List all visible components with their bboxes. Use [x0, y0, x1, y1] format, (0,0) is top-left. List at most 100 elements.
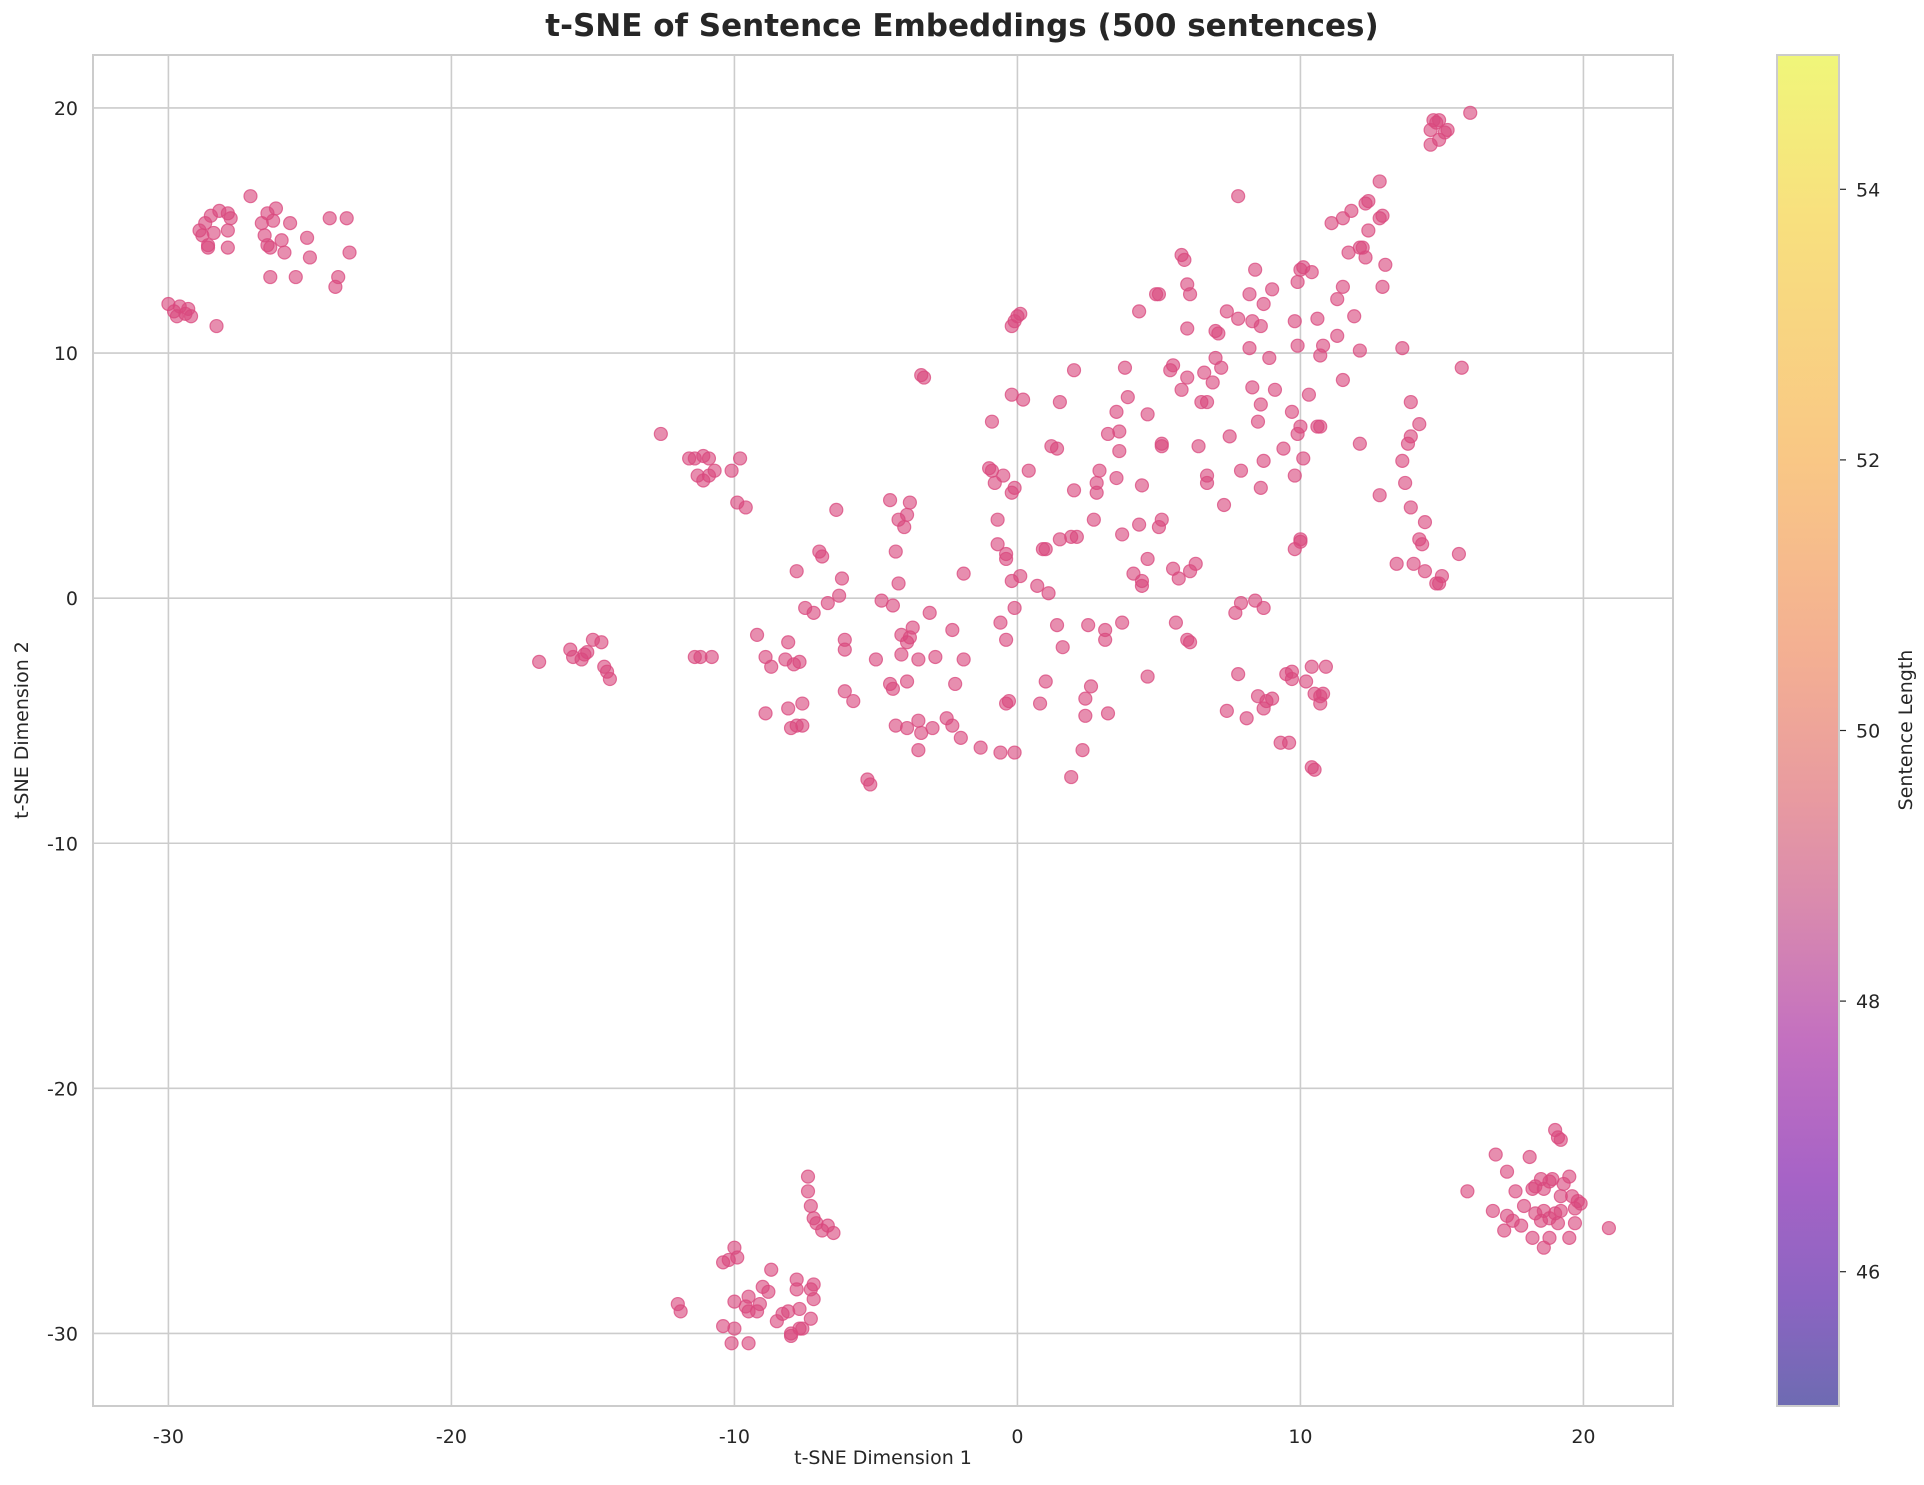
data-point — [716, 1255, 731, 1270]
x-tick-label: -20 — [436, 1426, 467, 1448]
data-point — [1485, 1203, 1500, 1219]
data-point — [1284, 404, 1300, 419]
data-point — [1293, 419, 1308, 434]
data-point — [1536, 1240, 1551, 1255]
colorbar-ticks: 46 48 50 52 54 — [1840, 179, 1880, 1284]
data-point — [925, 720, 940, 736]
data-point — [1395, 453, 1410, 468]
data-point — [1109, 470, 1124, 486]
data-point — [832, 588, 847, 603]
data-point — [673, 1304, 688, 1319]
data-point — [653, 426, 668, 442]
data-point — [1140, 669, 1155, 684]
data-point — [1415, 537, 1430, 552]
data-point — [1117, 360, 1133, 375]
data-point — [1553, 1203, 1568, 1219]
data-point — [1522, 1149, 1537, 1165]
x-axis-label: t-SNE Dimension 1 — [794, 1447, 972, 1469]
data-point — [1078, 691, 1093, 706]
y-tick-label: -20 — [47, 1078, 78, 1100]
data-point — [1293, 532, 1308, 547]
data-point — [749, 627, 765, 643]
data-point — [1253, 397, 1268, 412]
data-point — [1182, 635, 1198, 650]
data-point — [532, 654, 547, 669]
data-point — [984, 414, 1000, 429]
data-point — [1233, 595, 1249, 611]
data-point — [1089, 475, 1104, 491]
data-point — [1398, 475, 1413, 491]
y-axis-ticks: 20 10 0 -10 -20 -30 — [47, 98, 78, 1346]
data-point — [899, 507, 915, 522]
data-point — [1098, 632, 1113, 647]
data-point — [322, 211, 337, 226]
data-point — [945, 622, 960, 638]
data-point — [1403, 500, 1418, 515]
y-axis-label: t-SNE Dimension 2 — [11, 641, 33, 819]
data-point — [1140, 407, 1155, 422]
data-point — [1412, 417, 1427, 432]
data-point — [1488, 1147, 1503, 1162]
data-point — [1199, 475, 1215, 491]
data-point — [263, 269, 278, 285]
data-point — [724, 1336, 739, 1351]
y-tick-label: -10 — [47, 833, 78, 855]
data-point — [758, 706, 773, 721]
data-point — [1115, 615, 1130, 630]
data-point — [268, 201, 284, 216]
data-point — [1140, 551, 1155, 567]
data-point — [1066, 483, 1082, 498]
data-point — [704, 649, 719, 665]
data-point — [1499, 1164, 1515, 1179]
data-point — [1434, 568, 1450, 584]
data-point — [902, 495, 917, 510]
data-point — [922, 605, 937, 620]
data-point — [1055, 640, 1070, 655]
data-point — [1335, 372, 1350, 388]
data-point — [1038, 542, 1053, 557]
data-point — [1250, 414, 1266, 429]
data-point — [1174, 382, 1189, 397]
data-point — [1375, 279, 1390, 294]
data-point — [1052, 394, 1067, 410]
data-point — [1231, 189, 1246, 204]
data-point — [169, 309, 185, 324]
colorbar-tick-label: 50 — [1856, 721, 1880, 743]
data-point — [1406, 556, 1421, 571]
data-point — [1318, 659, 1334, 674]
y-tick-label: 10 — [54, 343, 78, 365]
data-point — [1553, 1132, 1568, 1147]
data-point — [1304, 659, 1319, 674]
colorbar-tick-label: 48 — [1856, 991, 1880, 1013]
data-point — [1284, 671, 1300, 687]
data-point — [846, 693, 861, 709]
data-point — [200, 240, 216, 255]
x-tick-label: 20 — [1571, 1426, 1595, 1448]
data-point — [1395, 341, 1410, 356]
data-point — [1233, 463, 1249, 478]
data-point — [707, 463, 722, 478]
data-point — [1451, 546, 1467, 562]
data-point — [956, 566, 971, 581]
data-point — [1432, 113, 1447, 128]
colorbar-tick-label: 46 — [1856, 1262, 1880, 1284]
data-point — [1066, 363, 1082, 378]
data-point — [1315, 338, 1331, 353]
data-point — [1197, 365, 1212, 380]
data-point — [789, 564, 804, 579]
data-point — [1007, 745, 1022, 760]
data-point — [800, 1184, 816, 1199]
data-point — [732, 451, 748, 466]
data-point — [1177, 252, 1192, 267]
data-point — [1211, 326, 1226, 341]
data-point — [1542, 1174, 1557, 1189]
data-point — [299, 230, 315, 245]
data-point — [1222, 429, 1237, 444]
data-point — [183, 309, 199, 324]
x-tick-label: -10 — [719, 1426, 750, 1448]
data-point — [834, 571, 850, 586]
data-point — [1287, 314, 1302, 329]
data-point — [1282, 735, 1297, 750]
data-point — [1497, 1223, 1512, 1238]
